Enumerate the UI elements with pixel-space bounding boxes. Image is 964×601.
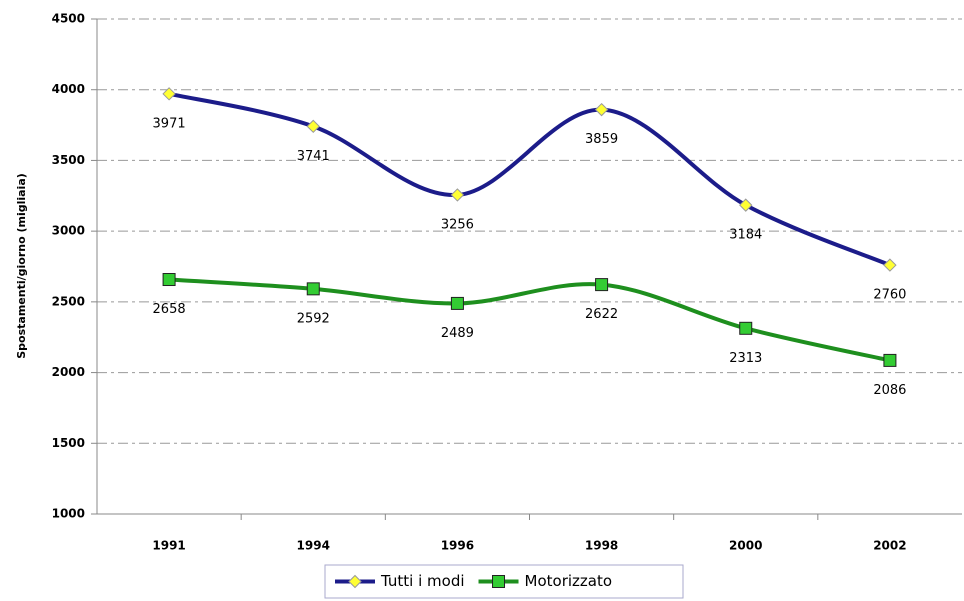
data-label: 3971 (153, 116, 186, 131)
x-tick-label: 1998 (585, 539, 618, 553)
marker (162, 87, 176, 101)
marker (450, 296, 464, 310)
y-tick-label: 2500 (52, 294, 85, 308)
y-tick-label: 4500 (52, 12, 85, 26)
marker (739, 321, 753, 335)
data-label: 3184 (729, 228, 762, 243)
marker (883, 353, 897, 367)
series-line (168, 277, 891, 363)
marker (594, 102, 609, 117)
legend-label: Tutti i modi (380, 572, 465, 590)
y-tick-label: 3000 (52, 224, 85, 238)
data-label: 2489 (441, 326, 474, 341)
marker (162, 273, 176, 287)
y-tick-label: 4000 (52, 82, 85, 96)
data-label: 2313 (729, 351, 762, 366)
data-label: 2592 (297, 311, 330, 326)
y-axis-label: Spostamenti/giorno (migliaia) (15, 173, 28, 359)
data-label: 3741 (297, 149, 330, 164)
marker (306, 119, 320, 134)
y-tick-label: 2000 (52, 365, 85, 379)
data-label: 2760 (873, 288, 906, 303)
x-tick-label: 1994 (297, 539, 330, 553)
marker (595, 278, 609, 292)
marker (883, 258, 897, 272)
marker (306, 282, 320, 296)
data-label: 2086 (873, 383, 906, 398)
data-label: 3859 (585, 132, 618, 147)
legend-label: Motorizzato (525, 572, 613, 590)
data-label: 3256 (441, 217, 474, 232)
x-tick-label: 2002 (873, 539, 906, 553)
y-tick-label: 3500 (52, 153, 85, 167)
data-label: 2622 (585, 307, 618, 322)
legend-marker (492, 575, 506, 588)
legend-marker (348, 574, 362, 589)
marker (739, 198, 753, 212)
y-tick-label: 1500 (52, 436, 85, 450)
x-tick-label: 1996 (441, 539, 474, 553)
x-tick-label: 1991 (152, 539, 185, 553)
x-tick-label: 2000 (729, 539, 762, 553)
y-tick-label: 1000 (52, 507, 85, 521)
series-line (168, 91, 891, 267)
marker (450, 188, 465, 202)
data-label: 2658 (153, 302, 186, 317)
